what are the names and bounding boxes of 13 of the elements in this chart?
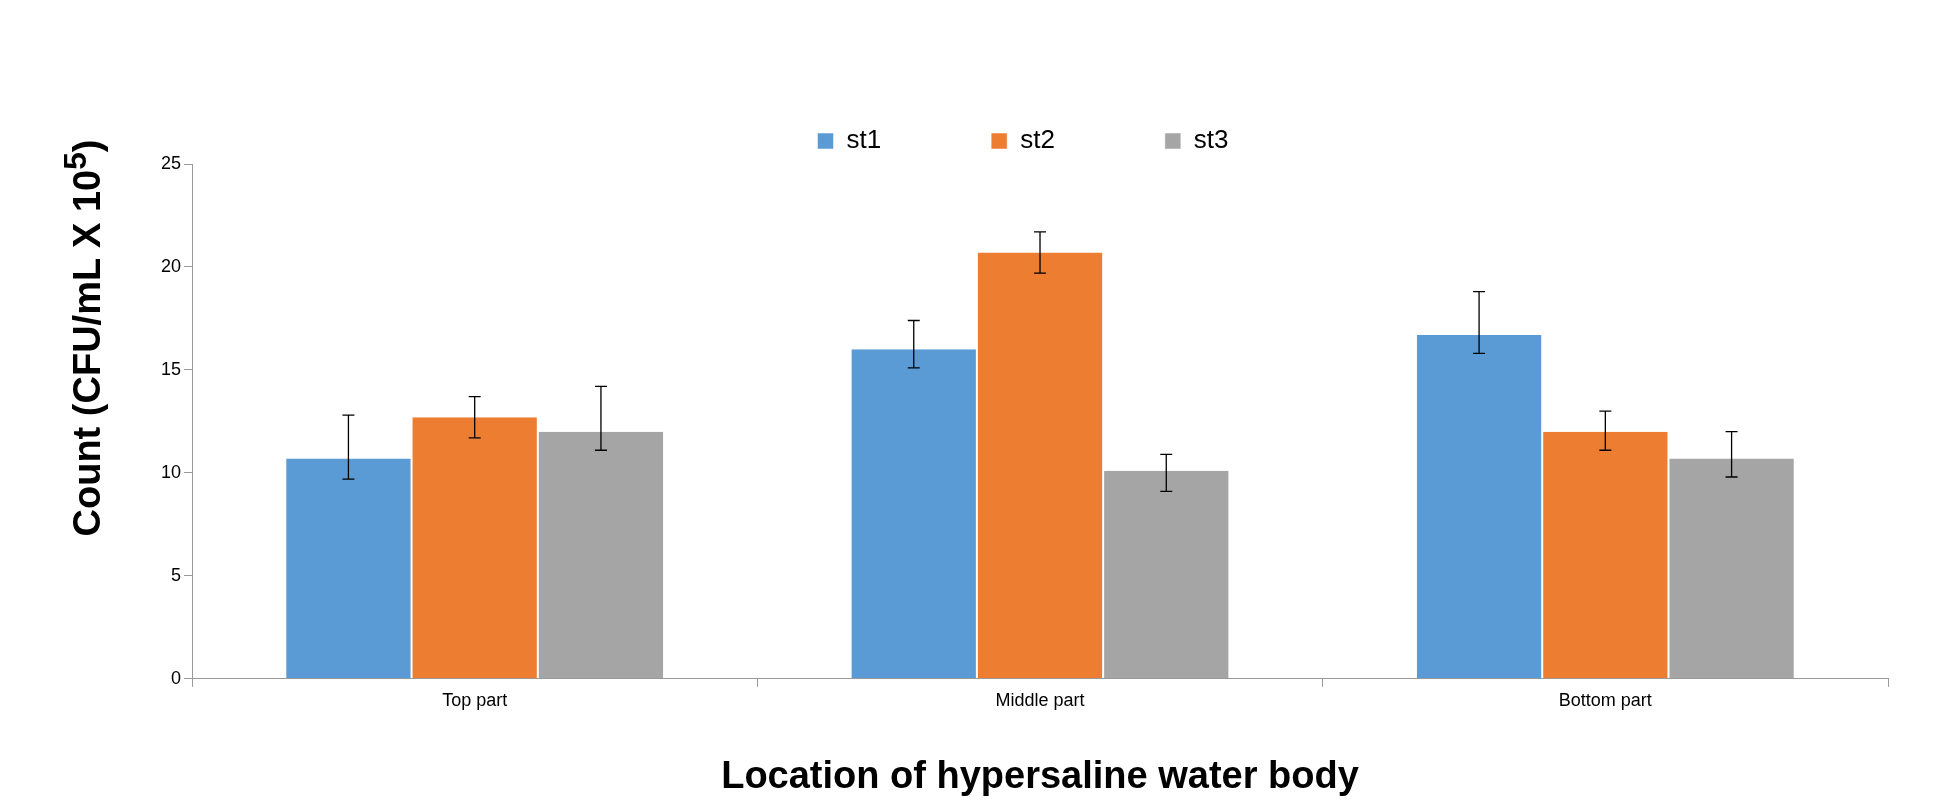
y-tick-label: 0: [171, 667, 182, 688]
y-tick-label: 5: [171, 564, 182, 585]
x-axis-title: Location of hypersaline water body: [721, 753, 1359, 796]
y-tick-label: 10: [160, 461, 182, 482]
legend-label: st1: [846, 124, 882, 155]
x-tick-label: Top part: [442, 689, 508, 710]
legend-label: st3: [1193, 124, 1229, 155]
x-tick-label: Bottom part: [1558, 689, 1652, 710]
legend-label: st2: [1020, 124, 1055, 155]
x-tick-label: Middle part: [995, 689, 1085, 710]
y-tick-label: 25: [160, 152, 182, 173]
y-tick-label: 15: [160, 358, 182, 379]
y-tick-label: 20: [160, 255, 182, 276]
